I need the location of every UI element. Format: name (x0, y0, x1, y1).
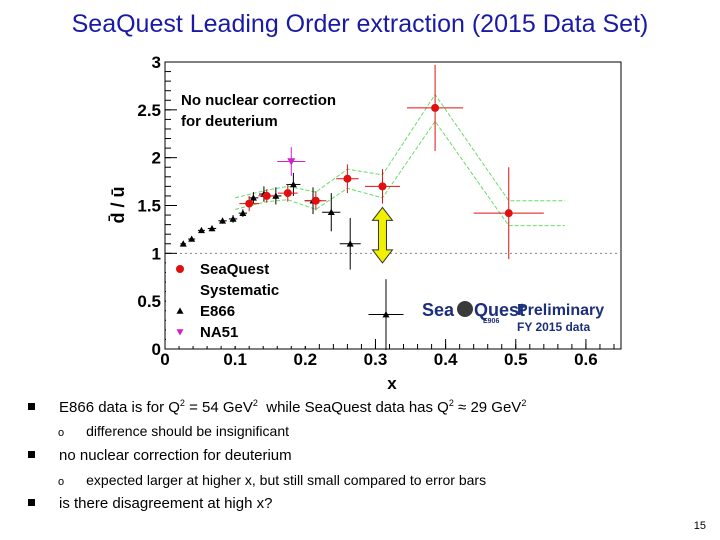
y-tick-label: 0.5 (137, 292, 161, 311)
e866-marker (188, 235, 196, 242)
seaquest-marker (262, 191, 271, 200)
e866-marker (197, 226, 205, 234)
e866-marker (289, 180, 297, 188)
e866-marker (219, 217, 227, 224)
e866-marker (382, 311, 390, 318)
legend-label-na51: NA51 (200, 324, 238, 341)
slide-title: SeaQuest Leading Order extraction (2015 … (71, 10, 649, 38)
bullet-1-text: E866 data is for Q2 = 54 GeV2 while SeaQ… (59, 398, 527, 416)
seaquest-marker (431, 103, 440, 112)
logo-seaquest-text: Sea Quest (422, 300, 525, 320)
circle-bullet-icon: o (58, 427, 65, 439)
e866-marker (327, 208, 335, 215)
bullet-square-icon (28, 499, 35, 506)
seaquest-marker (378, 182, 387, 191)
legend-label-seaquest: SeaQuest (200, 261, 269, 278)
y-axis-label: d̄ / ū (108, 187, 128, 224)
y-tick-label: 1.5 (137, 197, 161, 216)
y-tick-label: 2 (152, 149, 161, 168)
circle-bullet-icon: o (58, 476, 65, 488)
dbar-ubar-chart: 0 0.1 0.2 0.3 0.4 0.5 0.6 0 0.5 1 1.5 2 2.5 3 x d̄ / ū N… (108, 53, 622, 393)
seaquest-marker (311, 196, 320, 205)
e866-marker (239, 209, 247, 216)
legend-label-systematic: Systematic (200, 282, 279, 299)
x-tick-label: 0.1 (223, 350, 247, 369)
x-axis-label: x (387, 374, 397, 393)
x-tick-label: 0.2 (293, 350, 317, 369)
bullet-2-sub: o expected larger at higher x, but still … (58, 472, 487, 488)
e866-marker (179, 240, 187, 247)
seaquest-marker (343, 174, 352, 183)
y-tick-label: 3 (152, 53, 161, 72)
legend-label-e866: E866 (200, 303, 235, 320)
na51-marker (287, 158, 296, 166)
x-tick-label: 0.4 (434, 350, 458, 369)
bullet-3: is there disagreement at high x? (28, 495, 272, 512)
page-number: 15 (693, 520, 706, 532)
legend-na51-marker (176, 329, 184, 336)
e866-marker (346, 240, 354, 247)
legend-seaquest-marker (176, 265, 184, 273)
annotation-line-1: No nuclear correction (181, 92, 336, 109)
x-tick-label: 0.5 (504, 350, 528, 369)
yellow-double-arrow (371, 206, 394, 264)
logo-preliminary-text: Preliminary (517, 302, 604, 319)
annotation-line-2: for deuterium (181, 113, 278, 130)
y-tick-label: 2.5 (137, 101, 161, 120)
bullet-square-icon (28, 451, 35, 458)
seaquest-marker (504, 209, 513, 218)
seaquest-marker (245, 199, 254, 208)
e866-marker (208, 224, 216, 232)
logo-fy-text: FY 2015 data (517, 320, 590, 334)
bullet-square-icon (28, 403, 35, 410)
bullet-2: no nuclear correction for deuterium (28, 447, 292, 464)
e866-marker (249, 194, 257, 201)
x-tick-label: 0 (160, 350, 169, 369)
bullet-1: E866 data is for Q2 = 54 GeV2 while SeaQ… (28, 398, 526, 416)
seaquest-marker (283, 189, 292, 198)
y-tick-label: 1 (152, 244, 161, 263)
logo-e906-text: E906 (483, 318, 499, 325)
x-tick-label: 0.6 (574, 350, 598, 369)
y-tick-label: 0 (152, 340, 161, 359)
logo-globe-icon (457, 301, 473, 317)
e866-marker (229, 215, 237, 222)
e866-marker (272, 192, 280, 199)
x-tick-label: 0.3 (364, 350, 388, 369)
legend-box (166, 262, 310, 346)
bullet-1-sub: o difference should be insignificant (58, 423, 290, 439)
legend-e866-marker (176, 307, 184, 314)
